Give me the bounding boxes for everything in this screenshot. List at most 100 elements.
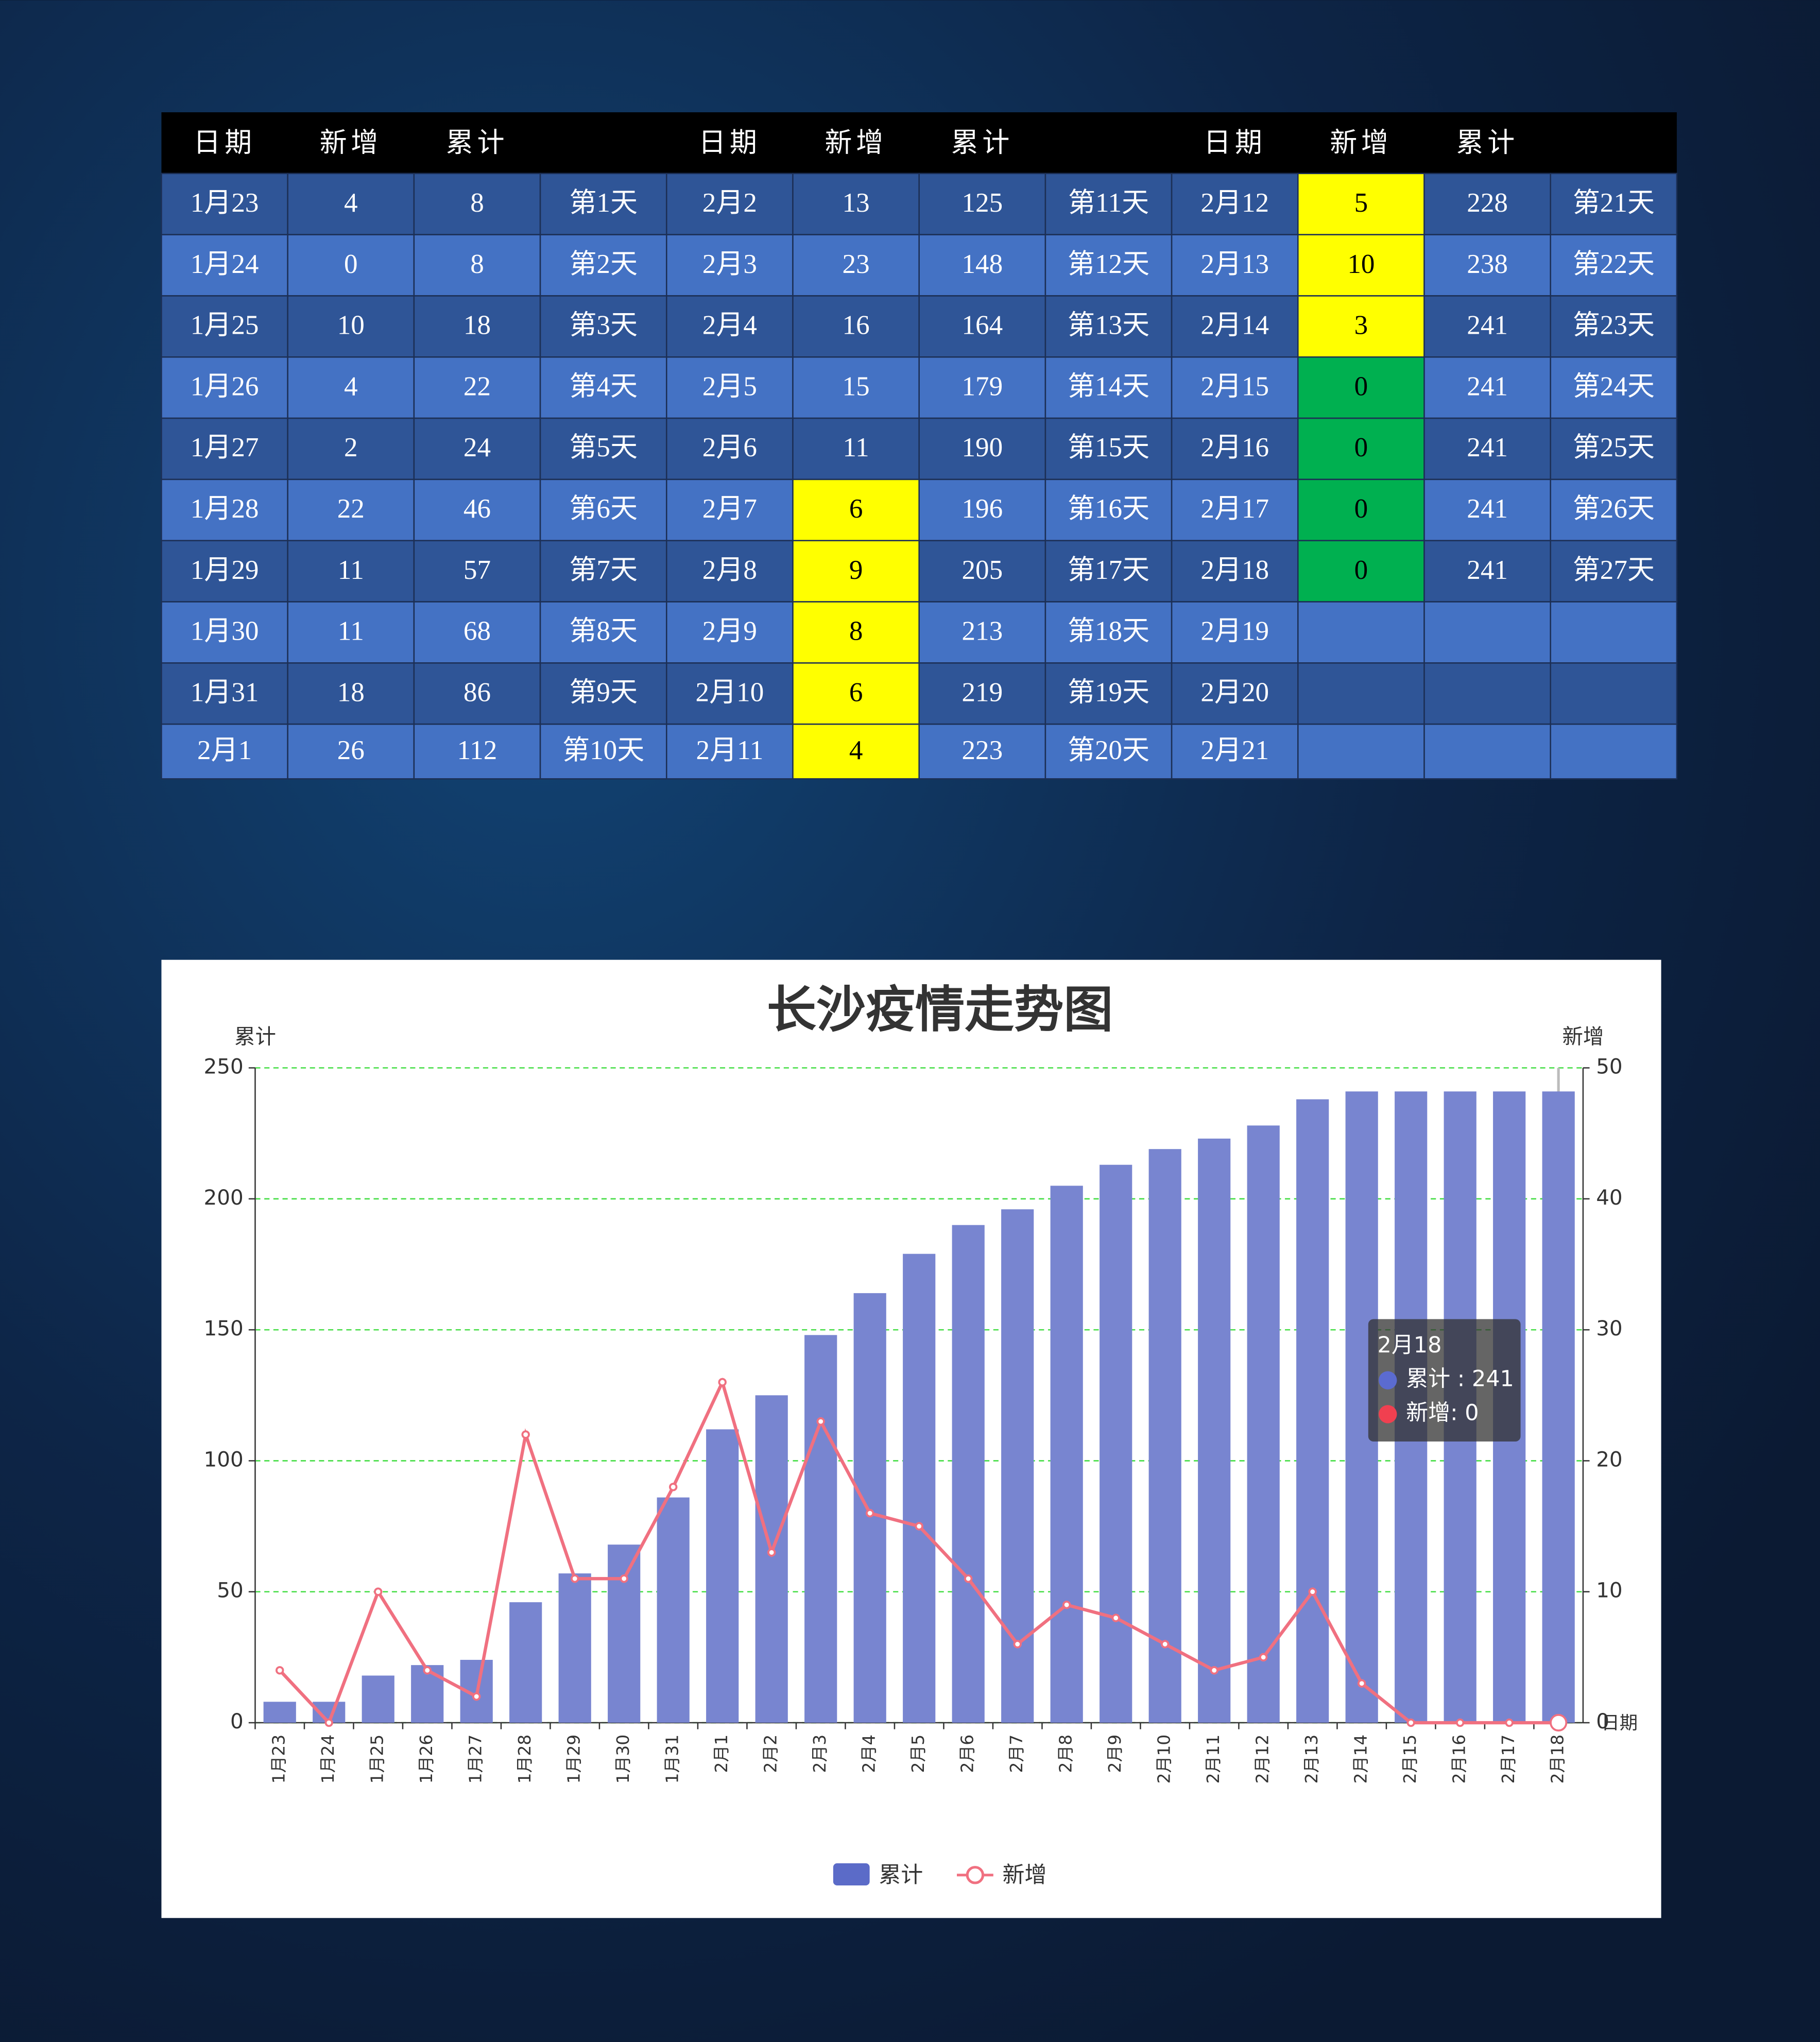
table-cell [918,234,1046,297]
cell-text: 241 [1467,311,1508,340]
point [767,1548,776,1557]
x-tick-label: 1月28 [514,1735,535,1784]
x-tick-label: 2月12 [1252,1735,1273,1784]
table-cell [666,601,794,664]
table-cell [792,540,920,603]
table-cell [1044,173,1173,235]
point [1455,1718,1465,1727]
table-cell [287,234,415,297]
table-cell [161,173,288,235]
cell-text: 2月21 [1200,735,1269,765]
table-cell [918,478,1046,541]
bar [1050,1186,1083,1723]
table-cell [1171,173,1299,235]
cell-text: 第20天 [1068,735,1149,765]
table-cell [1044,723,1173,780]
table-cell [1550,173,1678,235]
table-cell [413,234,541,297]
cell-text: 196 [961,494,1003,524]
point [718,1378,727,1387]
table-cell [161,601,288,664]
cell-text: 2月20 [1200,677,1269,707]
cell-text: 68 [463,616,491,646]
cell-text: 9 [849,555,863,585]
cell-text: 第18天 [1068,616,1149,646]
cell-text: 8 [470,249,484,279]
table-cell [287,478,415,541]
tooltip-dot [1379,1371,1397,1389]
table-cell [1297,417,1425,481]
cell-text: 13 [843,188,870,218]
table-cell [1550,356,1678,419]
point [620,1574,628,1583]
cell-text: 2月7 [702,494,757,524]
bar [558,1573,591,1723]
cell-text: 第2天 [569,249,638,279]
point [1308,1587,1317,1596]
header-cell: 累计 [446,128,508,158]
point [1210,1666,1218,1675]
bar [853,1293,886,1723]
table-cell [918,356,1046,419]
table-cell [1550,417,1678,481]
cell-text: 第16天 [1068,494,1149,524]
point [423,1666,432,1675]
table-cell [666,662,794,725]
table-cell [918,723,1046,780]
x-tick-label: 2月17 [1498,1735,1518,1784]
header-cell: 累计 [1456,128,1518,158]
table-cell [1171,478,1299,541]
cell-text: 第22天 [1573,249,1655,279]
cell-text: 2月3 [702,249,757,279]
cell-text: 2月9 [702,616,757,646]
cell-text: 8 [470,188,484,218]
cell-text: 15 [843,371,870,401]
cell-text: 2月16 [1200,433,1269,462]
table-cell [1044,601,1173,664]
table-cell [918,173,1046,235]
table-cell [413,356,541,419]
table-cell [1297,662,1425,725]
table-cell [792,601,920,664]
cell-text: 0 [1354,555,1368,585]
y-tick-label: 250 [204,1054,244,1079]
table-cell [539,540,667,603]
table-cell [161,662,288,725]
cell-text: 第1天 [569,188,638,218]
cell-text: 46 [463,494,491,524]
cell-text: 241 [1467,371,1508,401]
tooltip-dot [1379,1405,1397,1423]
cell-text: 241 [1467,555,1508,585]
header-cell: 累计 [951,128,1014,158]
cell-text: 2月19 [1200,616,1269,646]
point [668,1483,678,1491]
table-cell [1171,723,1299,780]
cell-text: 0 [1354,371,1368,401]
cell-text: 第10天 [562,735,644,765]
cell-text: 第15天 [1068,433,1149,462]
table-cell [1297,356,1425,419]
y-axis-title: 累计 [234,1024,276,1049]
table-cell [413,173,541,235]
header-cell: 新增 [825,128,887,158]
table-cell [1423,662,1551,725]
cell-text: 3 [1354,311,1368,340]
chart-title: 长沙疫情走势图 [767,981,1113,1039]
table-cell [1297,173,1425,235]
cell-text: 1月29 [191,555,259,585]
x-tick-label: 2月7 [1006,1735,1026,1773]
point [1406,1718,1415,1727]
y2-tick-label: 10 [1596,1578,1622,1603]
cell-text: 241 [1467,433,1508,462]
table-cell [666,234,794,297]
bar [1247,1125,1280,1723]
bar [657,1497,690,1723]
bar [1198,1138,1231,1723]
cell-text: 24 [463,433,491,462]
cell-text: 第14天 [1068,371,1149,401]
table-cell [287,723,415,780]
cell-text: 8 [849,616,863,646]
cell-text: 0 [1354,494,1368,524]
cell-text: 2月4 [702,311,757,340]
cell-text: 205 [961,555,1003,585]
